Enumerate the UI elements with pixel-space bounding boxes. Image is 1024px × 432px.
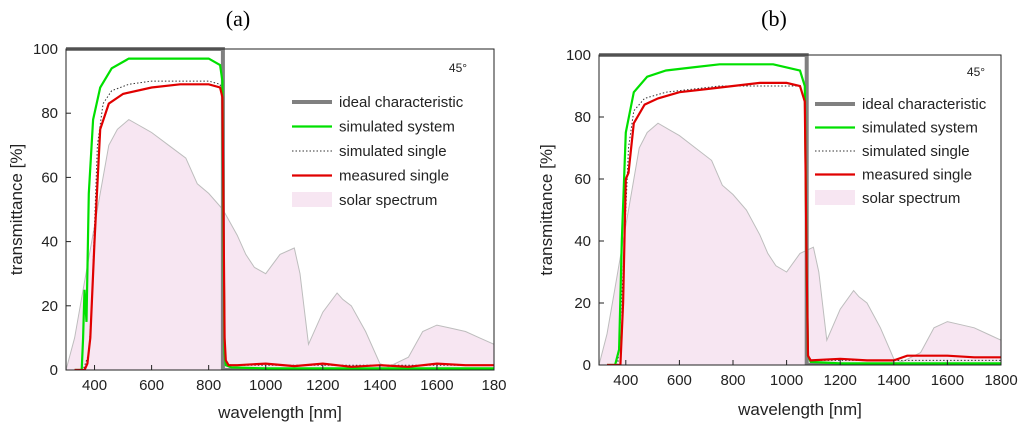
x-tick-label: 800 bbox=[720, 372, 745, 389]
x-tick-label: 1000 bbox=[249, 377, 282, 394]
x-tick-label: 600 bbox=[667, 372, 692, 389]
chart-a: (a)400 600 800 1000 1200 1400 1600 180020406080… bbox=[7, 6, 507, 422]
plot-frame bbox=[65, 48, 495, 371]
x-tick-label: 1400 bbox=[363, 377, 396, 394]
y-axis-title: transmittance [%] bbox=[537, 144, 556, 275]
x-axis-title: wavelength [nm] bbox=[737, 400, 862, 419]
legend-label-ideal-characteristic: ideal characteristic bbox=[862, 96, 987, 113]
legend-label-simulated-system: simulated system bbox=[862, 120, 978, 137]
x-tick-label: 1200 bbox=[824, 372, 857, 389]
legend-label-simulated-single: simulated single bbox=[339, 143, 447, 160]
y-tick-label: 20 bbox=[41, 298, 58, 315]
series-solar-spectrum-area bbox=[66, 119, 494, 370]
y-tick-label: 60 bbox=[574, 171, 591, 188]
legend-label-ideal-characteristic: ideal characteristic bbox=[339, 94, 464, 111]
chart-panel-b: (b) 400 600 800 1000 1200 1400 1600 1800 0 20 40 60 8… bbox=[512, 0, 1024, 432]
legend-label-simulated-single: simulated single bbox=[862, 143, 970, 160]
y-axis-title: transmittance [%] bbox=[7, 144, 26, 275]
series-simulated-single bbox=[607, 85, 1001, 365]
legend-label-solar-spectrum: solar spectrum bbox=[339, 192, 437, 209]
x-tick-label: 1600 bbox=[420, 377, 453, 394]
y-tick-label: 40 bbox=[41, 234, 58, 251]
y-tick-label: 40 bbox=[574, 233, 591, 250]
x-tick-label: 800 bbox=[196, 377, 221, 394]
x-tick-label: 1000 bbox=[770, 372, 803, 389]
legend-label-solar-spectrum: solar spectrum bbox=[862, 190, 960, 207]
panel-label: (b) bbox=[761, 6, 787, 31]
legend-swatch-solar-spectrum bbox=[815, 190, 855, 205]
series-measured-single bbox=[74, 83, 494, 370]
angle-annotation: 45° bbox=[449, 61, 467, 75]
x-tick-label: 1600 bbox=[931, 372, 964, 389]
x-tick-label: 400 bbox=[613, 372, 638, 389]
x-tick-label: 180 bbox=[481, 377, 506, 394]
y-tick-label: 80 bbox=[574, 109, 591, 126]
y-tick-label: 100 bbox=[566, 47, 591, 64]
y-tick-label: 0 bbox=[50, 362, 58, 379]
x-tick-label: 1800 bbox=[984, 372, 1017, 389]
legend-swatch-solar-spectrum bbox=[292, 192, 332, 207]
y-tick-label: 80 bbox=[41, 105, 58, 122]
series-solar-spectrum-area bbox=[599, 123, 1001, 365]
series-simulated-system bbox=[607, 63, 1001, 365]
y-tick-label: 0 bbox=[583, 357, 591, 374]
x-axis-title: wavelength [nm] bbox=[217, 403, 342, 422]
chart-b: (b) 400 600 800 1000 1200 1400 1600 1800 0 20 40 60 8… bbox=[537, 6, 1018, 419]
x-tick-label: 1200 bbox=[306, 377, 339, 394]
series-simulated-system bbox=[74, 57, 494, 370]
angle-annotation: 45° bbox=[967, 65, 985, 79]
panel-label: (a) bbox=[226, 6, 250, 31]
legend-label-measured-single: measured single bbox=[862, 167, 972, 184]
series-measured-single bbox=[607, 81, 1001, 365]
legend-label-simulated-system: simulated system bbox=[339, 119, 455, 136]
x-tick-label: 1400 bbox=[877, 372, 910, 389]
series-solar-spectrum-outline bbox=[66, 118, 494, 370]
y-tick-label: 20 bbox=[574, 295, 591, 312]
legend-label-measured-single: measured single bbox=[339, 168, 449, 185]
plot-frame bbox=[598, 54, 1002, 366]
chart-panel-a: (a) 400 600 800 1000 1200 1400 1600 180 0 20 40 60 80… bbox=[7, 6, 507, 422]
x-tick-label: 600 bbox=[139, 377, 164, 394]
y-tick-label: 60 bbox=[41, 169, 58, 186]
y-tick-label: 100 bbox=[33, 41, 58, 58]
x-tick-label: 400 bbox=[82, 377, 107, 394]
series-solar-spectrum-outline bbox=[599, 122, 1001, 365]
